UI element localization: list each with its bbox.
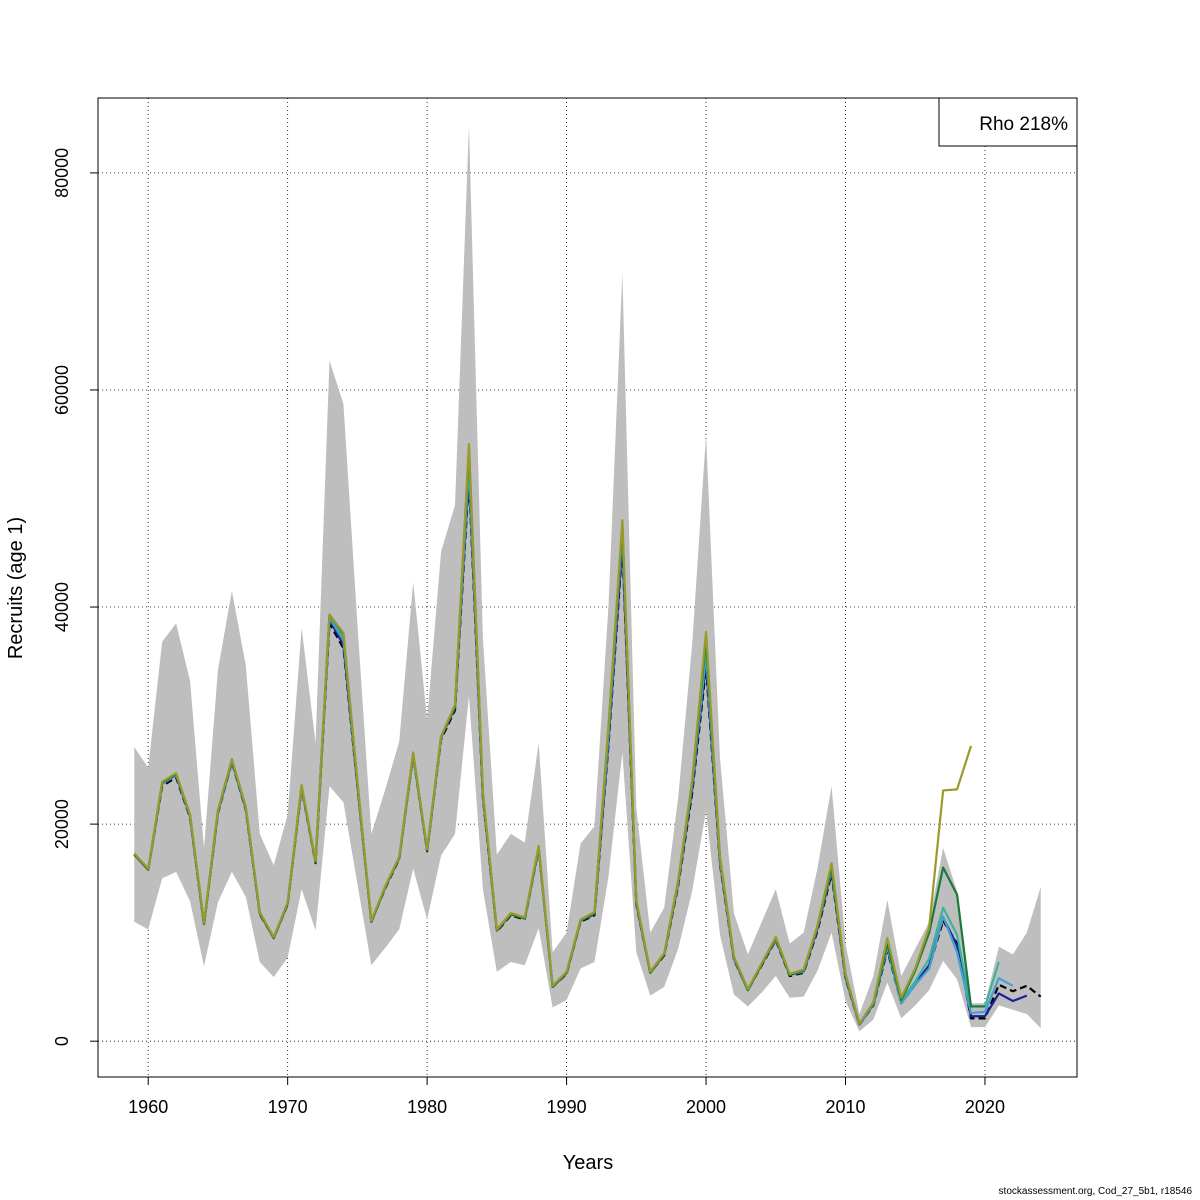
confidence-band-group <box>134 125 1041 1032</box>
y-tick-label: 0 <box>52 1036 72 1046</box>
x-tick-label: 2010 <box>825 1097 865 1117</box>
x-tick-label: 2020 <box>965 1097 1005 1117</box>
x-tick-label: 2000 <box>686 1097 726 1117</box>
legend: Rho 218% <box>938 97 1078 147</box>
legend-box <box>938 97 1078 147</box>
source-footer: stockassessment.org, Cod_27_5b1, r18546 <box>998 1186 1192 1197</box>
series-lines-group <box>133 443 1042 1027</box>
confidence-band <box>134 125 1041 1032</box>
legend-rho-text: Rho 218% <box>979 114 1068 135</box>
x-tick-label: 1970 <box>268 1097 308 1117</box>
x-tick-label: 1990 <box>547 1097 587 1117</box>
x-tick-label: 1960 <box>128 1097 168 1117</box>
y-tick-label: 60000 <box>52 365 72 415</box>
x-tick-label: 1980 <box>407 1097 447 1117</box>
y-tick-label: 20000 <box>52 799 72 849</box>
x-axis: 1960 1970 1980 1990 2000 2010 2020 <box>128 1076 1005 1117</box>
x-axis-title: Years <box>563 1152 613 1174</box>
y-tick-label: 40000 <box>52 582 72 632</box>
y-axis: 0 20000 40000 60000 80000 <box>52 148 99 1046</box>
y-axis-title: Recruits (age 1) <box>5 517 27 659</box>
y-tick-label: 80000 <box>52 148 72 198</box>
series-line-6 <box>133 443 973 1025</box>
